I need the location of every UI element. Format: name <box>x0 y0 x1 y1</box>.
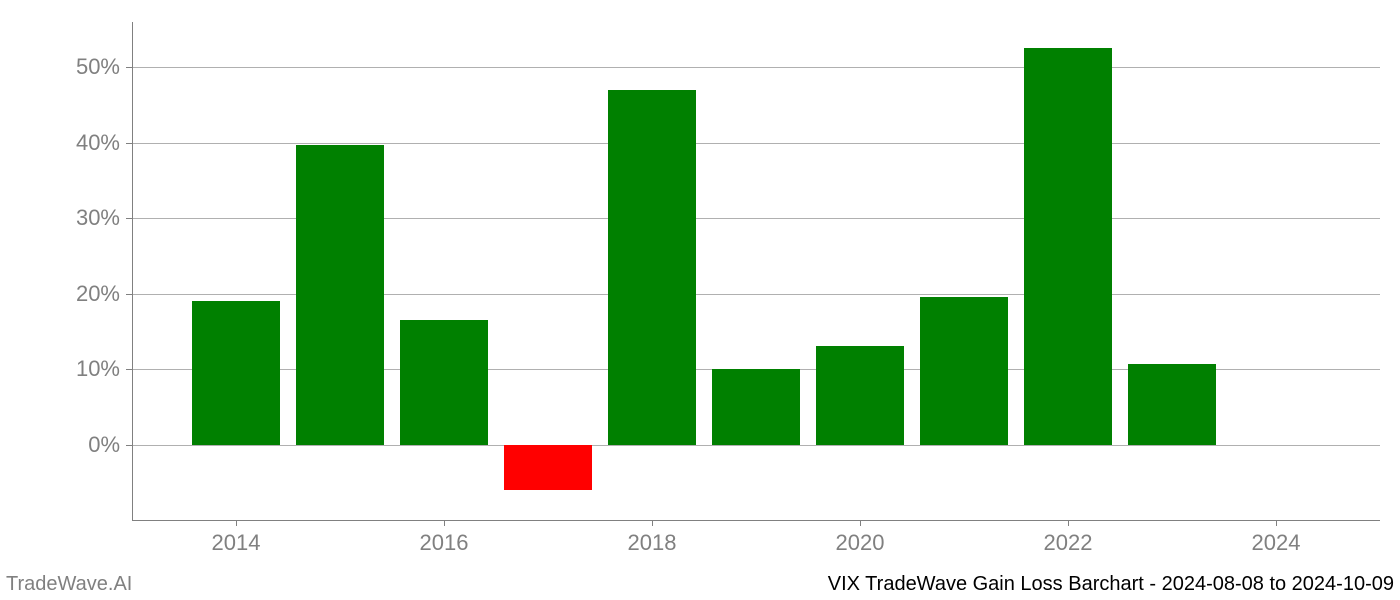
bar <box>608 90 695 445</box>
y-tick-label: 0% <box>50 432 120 458</box>
y-tick-mark <box>126 143 132 144</box>
gridline <box>132 445 1380 446</box>
y-tick-label: 20% <box>50 281 120 307</box>
plot-area: 0%10%20%30%40%50%20142016201820202022202… <box>132 22 1380 520</box>
x-tick-label: 2022 <box>1028 530 1108 556</box>
x-tick-mark <box>860 520 861 526</box>
footer-brand: TradeWave.AI <box>6 573 132 596</box>
chart-container: 0% 10% 20% 30% 40% 50% 2014 2016 2018 2020 2022 202… <box>0 0 1400 600</box>
bar <box>920 297 1007 444</box>
x-tick-label: 2016 <box>404 530 484 556</box>
y-tick-mark <box>126 294 132 295</box>
gridline <box>132 143 1380 144</box>
x-tick-label: 2018 <box>612 530 692 556</box>
bar <box>400 320 487 445</box>
x-tick-mark <box>1276 520 1277 526</box>
bar <box>504 445 591 490</box>
x-tick-mark <box>236 520 237 526</box>
y-tick-label: 10% <box>50 356 120 382</box>
bar <box>296 145 383 445</box>
bar <box>192 301 279 444</box>
x-tick-label: 2024 <box>1236 530 1316 556</box>
x-tick-mark <box>1068 520 1069 526</box>
y-tick-label: 40% <box>50 130 120 156</box>
y-axis-line <box>132 22 133 520</box>
x-tick-mark <box>444 520 445 526</box>
y-tick-mark <box>126 218 132 219</box>
gridline <box>132 67 1380 68</box>
y-tick-mark <box>126 369 132 370</box>
bar <box>816 346 903 444</box>
bar <box>1128 364 1215 445</box>
x-tick-label: 2014 <box>196 530 276 556</box>
bar <box>712 369 799 444</box>
footer-caption: VIX TradeWave Gain Loss Barchart - 2024-… <box>828 573 1394 596</box>
x-tick-label: 2020 <box>820 530 900 556</box>
y-tick-label: 50% <box>50 54 120 80</box>
bar <box>1024 48 1111 444</box>
x-tick-mark <box>652 520 653 526</box>
y-tick-label: 30% <box>50 205 120 231</box>
y-tick-mark <box>126 67 132 68</box>
y-tick-mark <box>126 445 132 446</box>
x-axis-line <box>132 520 1380 521</box>
